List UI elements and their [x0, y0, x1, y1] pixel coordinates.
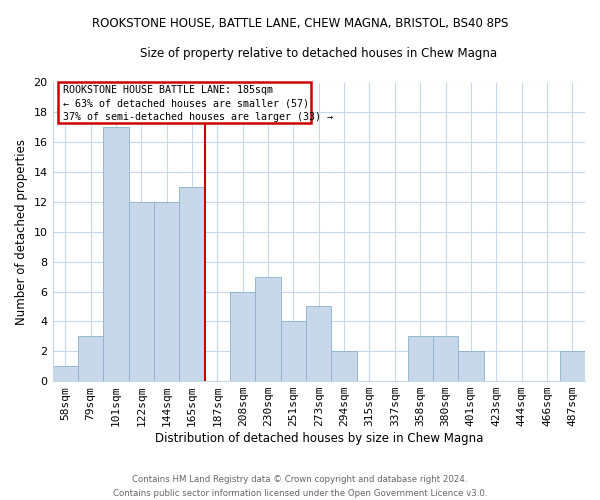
Bar	[433, 336, 458, 381]
Text: Contains HM Land Registry data © Crown copyright and database right 2024.
Contai: Contains HM Land Registry data © Crown c…	[113, 476, 487, 498]
Bar	[331, 351, 357, 381]
Bar	[458, 351, 484, 381]
Bar	[78, 336, 103, 381]
FancyBboxPatch shape	[58, 82, 311, 123]
Bar	[407, 336, 433, 381]
Bar	[179, 187, 205, 381]
Bar	[154, 202, 179, 381]
Bar	[230, 292, 256, 381]
Bar	[256, 276, 281, 381]
Bar	[103, 128, 128, 381]
Y-axis label: Number of detached properties: Number of detached properties	[15, 139, 28, 325]
Text: 37% of semi-detached houses are larger (33) →: 37% of semi-detached houses are larger (…	[62, 112, 332, 122]
Bar	[281, 322, 306, 381]
X-axis label: Distribution of detached houses by size in Chew Magna: Distribution of detached houses by size …	[155, 432, 483, 445]
Bar	[128, 202, 154, 381]
Bar	[53, 366, 78, 381]
Bar	[306, 306, 331, 381]
Text: ROOKSTONE HOUSE, BATTLE LANE, CHEW MAGNA, BRISTOL, BS40 8PS: ROOKSTONE HOUSE, BATTLE LANE, CHEW MAGNA…	[92, 18, 508, 30]
Bar	[560, 351, 585, 381]
Title: Size of property relative to detached houses in Chew Magna: Size of property relative to detached ho…	[140, 48, 497, 60]
Text: ← 63% of detached houses are smaller (57): ← 63% of detached houses are smaller (57…	[62, 98, 308, 108]
Text: ROOKSTONE HOUSE BATTLE LANE: 185sqm: ROOKSTONE HOUSE BATTLE LANE: 185sqm	[62, 84, 272, 94]
